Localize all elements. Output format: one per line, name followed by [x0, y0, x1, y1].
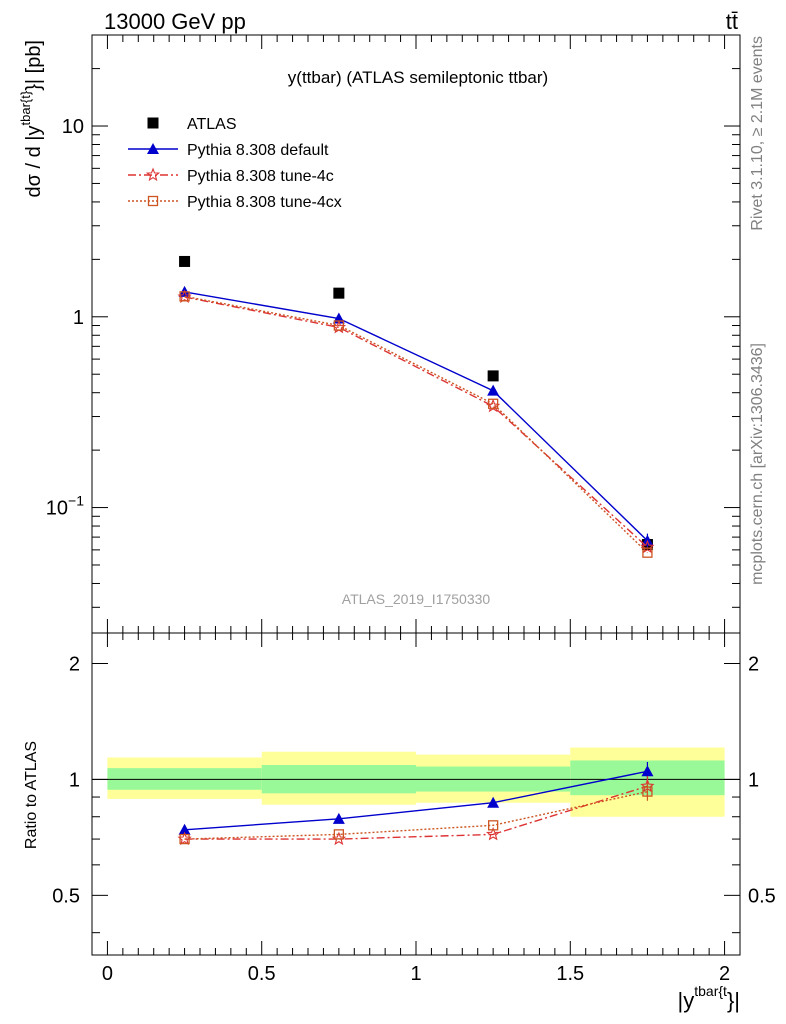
ratio-series-line: [184, 770, 648, 831]
ratio-y-tick-label: 1: [69, 769, 80, 791]
ratio-data-point: [485, 826, 501, 841]
legend-marker: [147, 117, 159, 129]
main-plot-marks: [177, 255, 655, 558]
main-data-point: [487, 384, 500, 396]
analysis-watermark: ATLAS_2019_I1750330: [342, 591, 491, 607]
ratio-panel: 0.5 0.5 1 1 2 2 0 0.5 1 1.5 2 Ratio to ATLAS |ytba…: [23, 632, 776, 1013]
main-data-point: [179, 255, 191, 267]
main-series-line: [184, 295, 648, 554]
x-tick-label: 2: [719, 963, 730, 985]
main-data-point: [642, 547, 653, 558]
legend-label: Pythia 8.308 default: [187, 142, 329, 159]
mcplots-label: mcplots.cern.ch [arXiv:1306.3436]: [749, 343, 766, 585]
main-data-point: [640, 539, 655, 554]
ratio-series-line: [184, 785, 648, 840]
ratio-plot-marks: [92, 747, 740, 846]
rivet-label: Rivet 3.1.10, ≥ 2.1M events: [749, 36, 766, 231]
ratio-y-tick-label-right: 1: [748, 769, 759, 791]
legend-marker: [145, 167, 161, 182]
ratio-data-point: [178, 823, 191, 835]
ratio-data-point: [333, 829, 345, 840]
header-left: 13000 GeV pp: [104, 9, 246, 34]
legend-label: ATLAS: [187, 116, 237, 133]
ratio-data-point: [642, 786, 653, 797]
legend: ATLAS Pythia 8.308 default Pythia 8.308 tu…: [128, 116, 342, 211]
main-data-point: [333, 287, 345, 299]
main-panel: 10−1 1 10 y(ttbar) (ATLAS semileptonic ttb…: [18, 34, 741, 634]
main-y-tick-label: 10: [62, 116, 84, 138]
legend-marker: [147, 143, 159, 154]
x-axis-label: |ytbar{t}|: [678, 983, 740, 1013]
main-title: y(ttbar) (ATLAS semileptonic ttbar): [288, 68, 548, 87]
main-y-tick-label: 1: [73, 307, 84, 329]
main-data-point: [179, 291, 190, 302]
main-axis-ticks: 10−1 1 10: [46, 34, 740, 633]
main-series-line: [184, 296, 648, 548]
legend-marker: [147, 195, 159, 207]
ratio-data-point: [487, 796, 500, 808]
ratio-data-point: [487, 820, 499, 831]
main-data-point: [487, 370, 499, 382]
ratio-y-tick-label: 2: [69, 653, 80, 675]
main-data-point: [333, 320, 345, 331]
legend-label: Pythia 8.308 tune-4c: [187, 168, 334, 185]
legend-label: Pythia 8.308 tune-4cx: [187, 194, 342, 211]
ratio-y-tick-label: 0.5: [52, 885, 80, 907]
ratio-y-tick-label-right: 0.5: [748, 885, 776, 907]
header-right: tt̄: [726, 9, 738, 34]
ratio-y-axis-label: Ratio to ATLAS: [23, 741, 40, 849]
x-tick-label: 0: [102, 963, 113, 985]
ratio-series-line: [184, 790, 648, 840]
ratio-data-point: [641, 765, 654, 777]
main-series-line: [184, 291, 648, 542]
ratio-axis-ticks: 0.5 0.5 1 1 2 2 0 0.5 1 1.5 2: [52, 633, 776, 985]
x-tick-label: 1: [410, 963, 421, 985]
ratio-data-point: [179, 833, 190, 845]
main-y-axis-label: dσ / d |ytbar{t}}| [pb]: [18, 40, 45, 198]
main-data-point: [487, 398, 499, 409]
main-y-tick-label: 10−1: [46, 493, 84, 520]
ratio-y-tick-label-right: 2: [748, 653, 759, 675]
x-tick-label: 1.5: [556, 963, 584, 985]
x-tick-label: 0.5: [248, 963, 276, 985]
ratio-data-point: [332, 812, 345, 824]
